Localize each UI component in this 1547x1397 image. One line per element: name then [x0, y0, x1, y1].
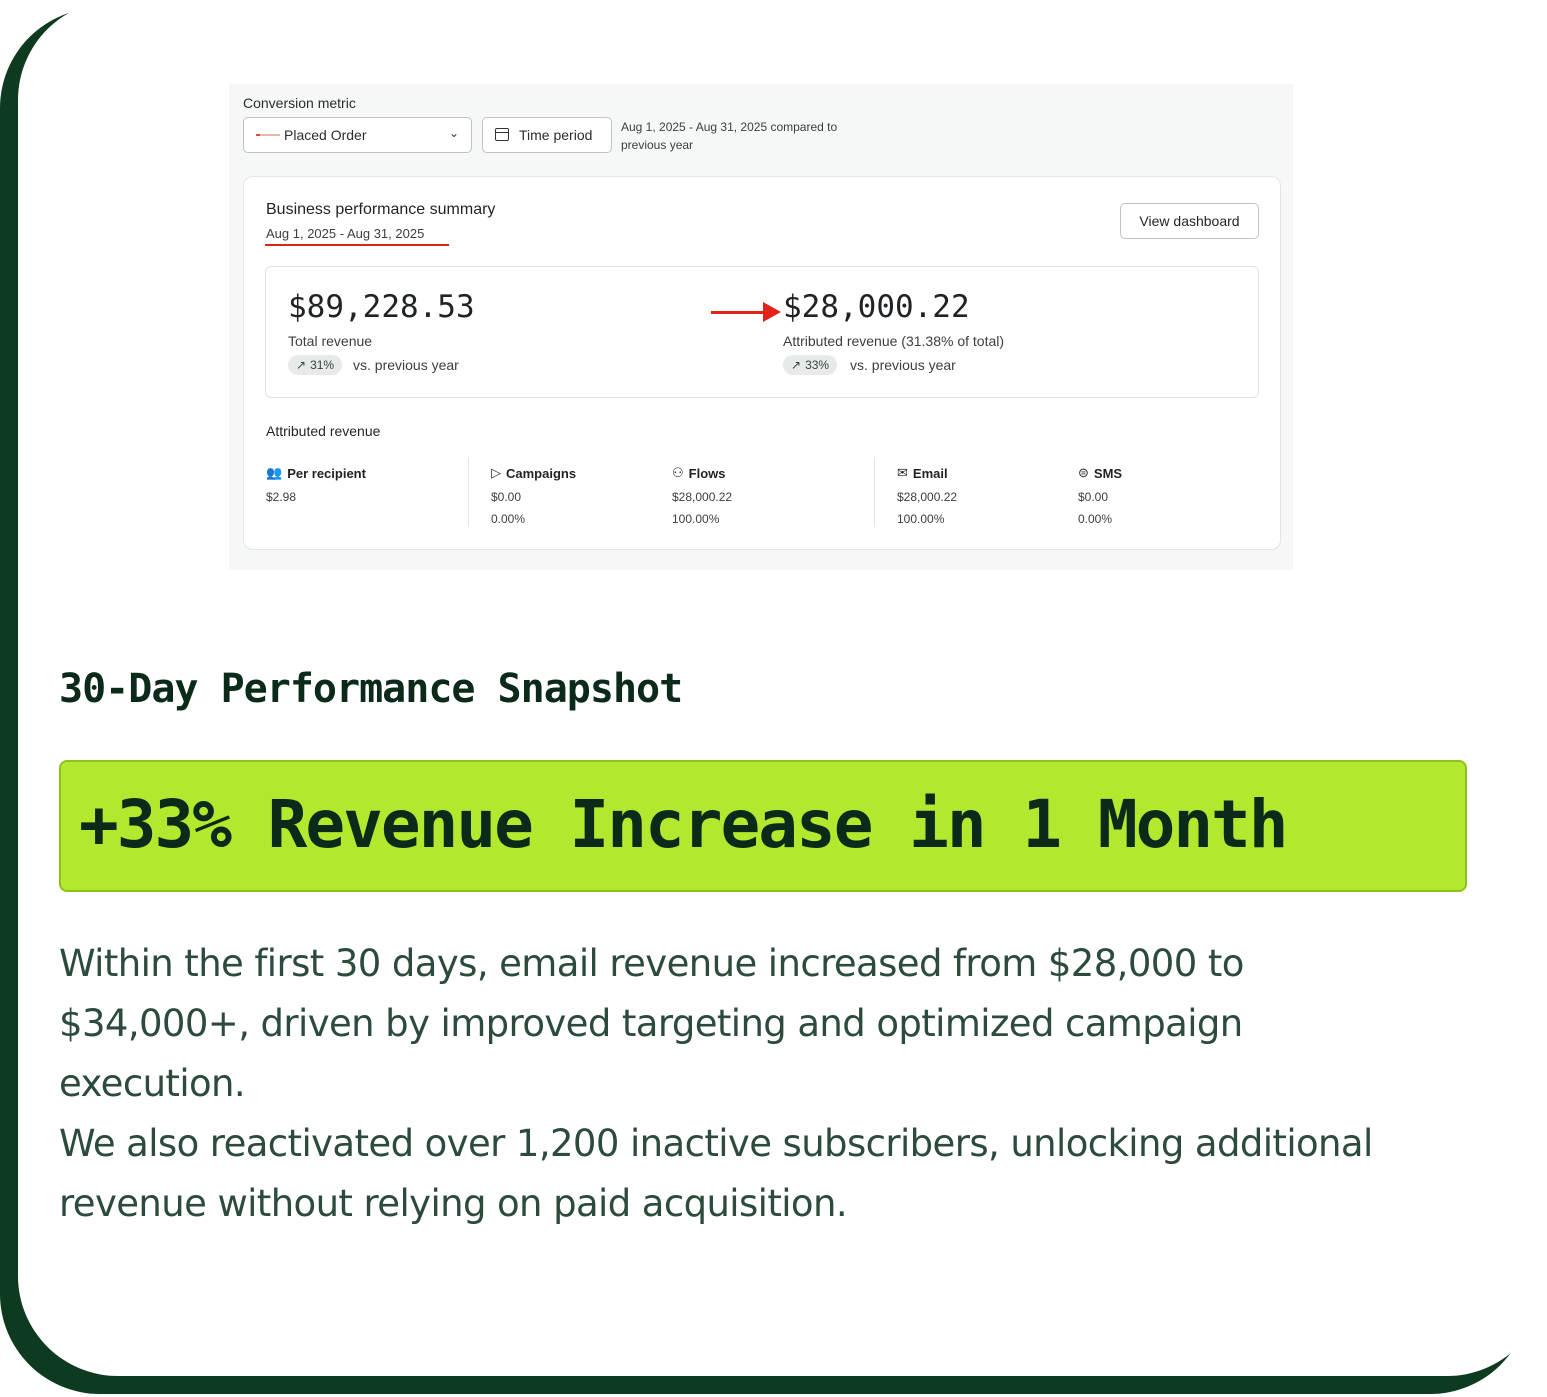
- send-icon: ▷: [491, 465, 501, 480]
- attributed-growth-badge: ↗ 33%: [783, 355, 838, 375]
- metric-select-value: Placed Order: [284, 127, 367, 143]
- calendar-icon: [495, 128, 509, 141]
- channel-name: Flows: [688, 465, 726, 481]
- mail-icon: ✉: [897, 465, 908, 480]
- channel-campaigns: ▷ Campaigns $0.00 0.00%: [491, 464, 576, 526]
- attributed-vs-text: vs. previous year: [850, 357, 956, 373]
- paragraph-line: $34,000+, driven by improved targeting a…: [59, 1002, 1243, 1045]
- channel-percent: 100.00%: [672, 512, 720, 526]
- channel-value: $28,000.22: [672, 490, 733, 504]
- comparison-range-text: Aug 1, 2025 - Aug 31, 2025 compared to p…: [621, 118, 881, 154]
- summary-title: Business performance summary: [266, 201, 496, 218]
- metric-logo-icon: [256, 134, 280, 136]
- business-summary-card: Business performance summary Aug 1, 2025…: [243, 176, 1281, 550]
- trend-up-icon: ↗: [791, 358, 802, 372]
- red-arrow-head: [763, 302, 781, 322]
- case-study-card: Conversion metric Placed Order ⌄ Time pe…: [18, 0, 1547, 1376]
- channel-per-recipient: 👥 Per recipient $2.98: [266, 464, 366, 504]
- red-underline-annotation: [265, 244, 449, 246]
- totals-panel: $89,228.53 Total revenue ↗ 31% vs. previo…: [265, 266, 1259, 398]
- trend-up-icon: ↗: [296, 358, 307, 372]
- metric-select[interactable]: Placed Order ⌄: [243, 117, 472, 153]
- channel-name: Email: [912, 465, 948, 481]
- channel-sms: ⊜ SMS $0.00 0.00%: [1078, 464, 1122, 526]
- channel-percent: 100.00%: [897, 512, 945, 526]
- channel-value: $0.00: [1078, 490, 1109, 504]
- channel-value: $0.00: [491, 490, 522, 504]
- total-revenue-label: Total revenue: [288, 333, 373, 349]
- channel-flows: ⚇ Flows $28,000.22 100.00%: [672, 464, 732, 526]
- total-growth-value: 31%: [310, 358, 335, 372]
- summary-date-range: Aug 1, 2025 - Aug 31, 2025: [266, 226, 425, 241]
- comparison-line-2: previous year: [621, 138, 694, 152]
- attributed-revenue-value: $28,000.22: [783, 289, 970, 325]
- time-period-label: Time period: [519, 127, 593, 143]
- attributed-revenue-label: Attributed revenue (31.38% of total): [783, 333, 1005, 349]
- channel-email: ✉ Email $28,000.22 100.00%: [897, 464, 957, 526]
- view-dashboard-button[interactable]: View dashboard: [1120, 203, 1259, 239]
- people-icon: 👥: [266, 465, 283, 480]
- channel-percent: 0.00%: [491, 512, 526, 526]
- channel-value: $28,000.22: [897, 490, 958, 504]
- total-revenue-value: $89,228.53: [288, 289, 475, 325]
- channel-value: $2.98: [266, 490, 297, 504]
- total-growth-badge: ↗ 31%: [288, 355, 343, 375]
- paragraph-line: We also reactivated over 1,200 inactive …: [59, 1122, 1373, 1165]
- channel-percent: 0.00%: [1078, 512, 1113, 526]
- chat-icon: ⊜: [1078, 465, 1089, 480]
- paragraph-line: Within the first 30 days, email revenue …: [59, 942, 1244, 985]
- total-vs-text: vs. previous year: [353, 357, 459, 373]
- flows-icon: ⚇: [672, 465, 684, 480]
- embedded-dashboard-screenshot: Conversion metric Placed Order ⌄ Time pe…: [229, 84, 1293, 570]
- channel-name: Campaigns: [506, 465, 577, 481]
- channel-name: Per recipient: [287, 465, 366, 481]
- red-arrow-annotation: [711, 311, 765, 314]
- paragraph-line: execution.: [59, 1062, 246, 1105]
- conversion-metric-label: Conversion metric: [243, 95, 356, 111]
- divider: [468, 457, 469, 527]
- comparison-line-1: Aug 1, 2025 - Aug 31, 2025 compared to: [621, 120, 838, 134]
- paragraph-line: revenue without relying on paid acquisit…: [59, 1182, 848, 1225]
- attributed-growth-value: 33%: [805, 358, 830, 372]
- snapshot-title: 30-Day Performance Snapshot: [59, 666, 683, 712]
- highlight-banner: +33% Revenue Increase in 1 Month: [59, 760, 1467, 892]
- banner-text: +33% Revenue Increase in 1 Month: [79, 786, 1289, 863]
- attributed-section-title: Attributed revenue: [266, 423, 381, 439]
- time-period-button[interactable]: Time period: [482, 117, 612, 153]
- channel-name: SMS: [1093, 465, 1123, 481]
- chevron-down-icon: ⌄: [448, 126, 459, 140]
- divider: [874, 457, 875, 527]
